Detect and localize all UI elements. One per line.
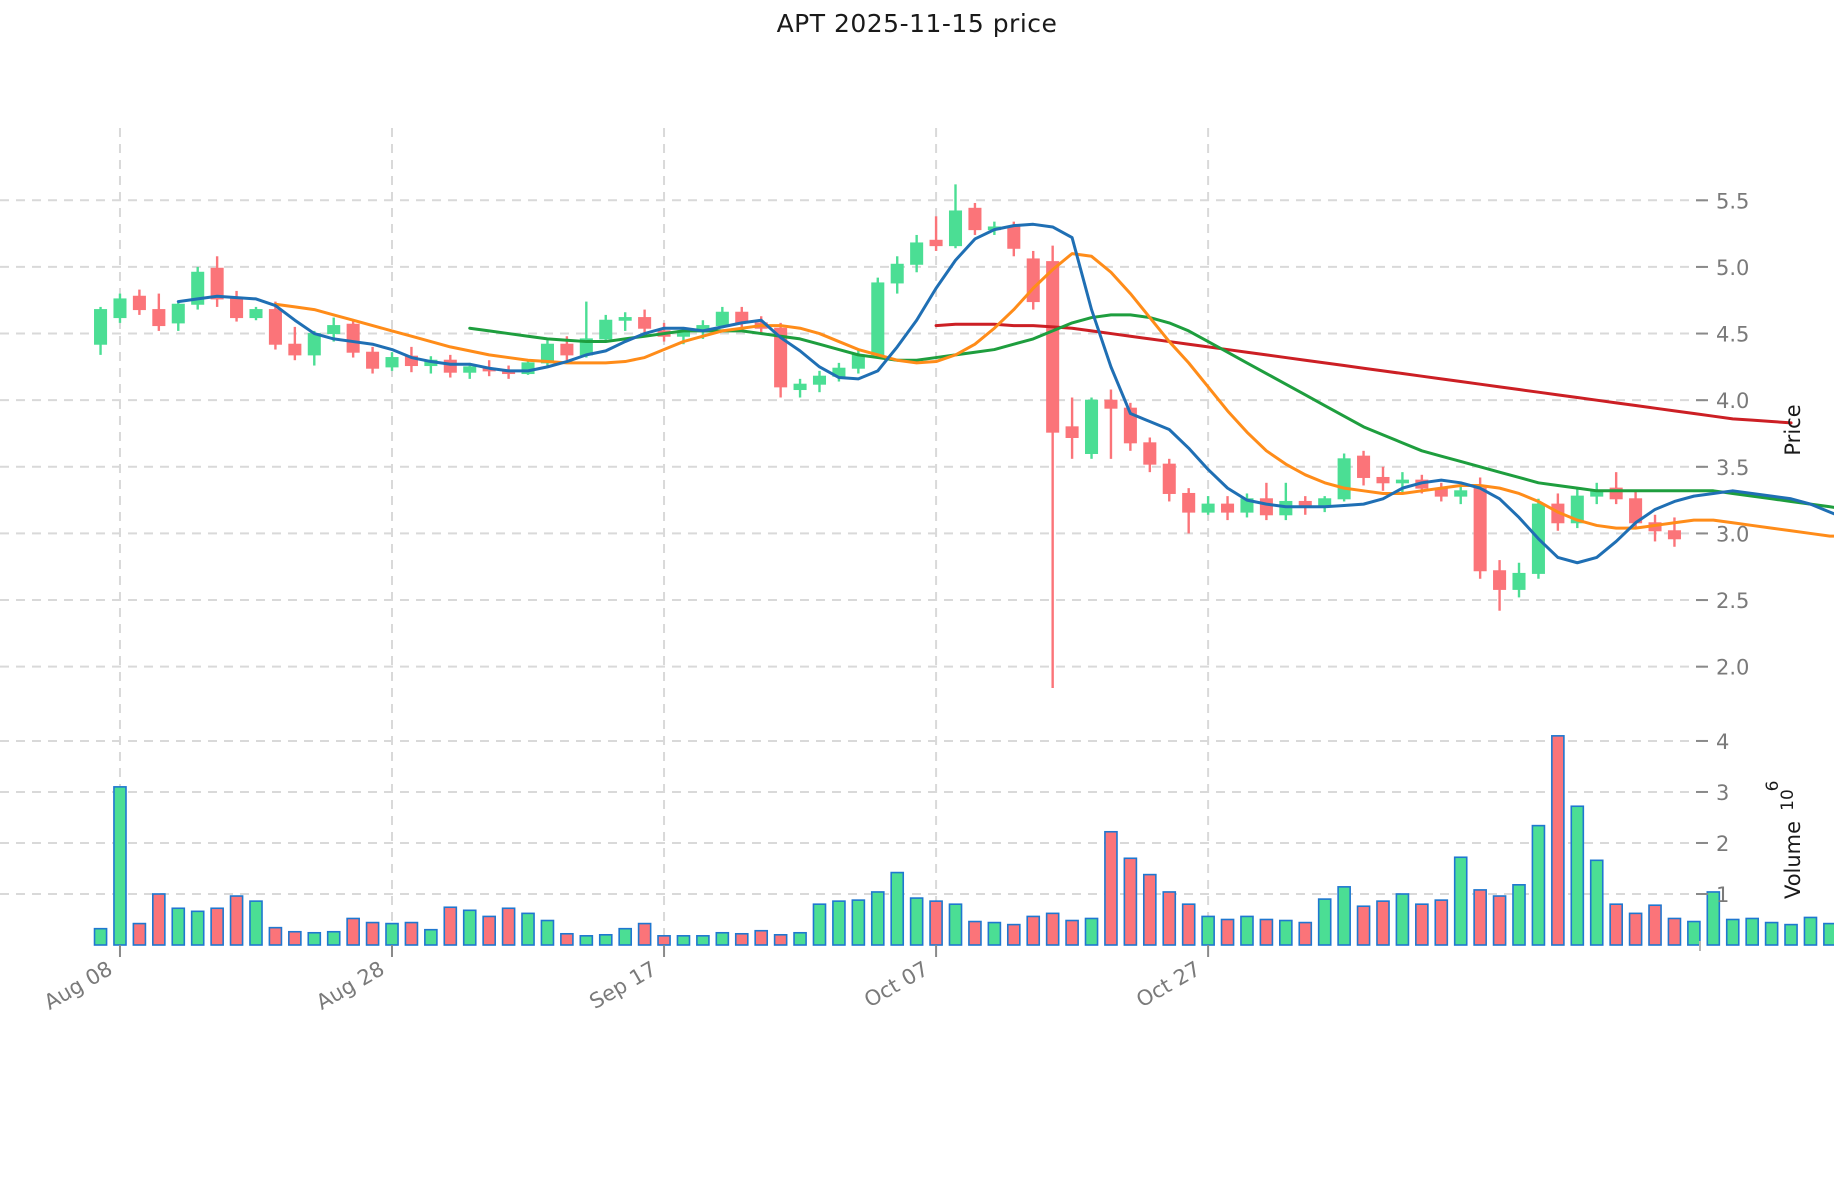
price-tick-label: 5.0: [1716, 256, 1749, 280]
price-tick-label: 2.5: [1716, 589, 1749, 613]
x-tick-label: Oct 27: [1132, 957, 1204, 1013]
page-title: APT 2025-11-15 price: [776, 9, 1058, 38]
volume-tick-label: 2: [1716, 832, 1729, 856]
price-tick-label: 4.0: [1716, 389, 1749, 413]
x-tick-label: Aug 28: [312, 957, 388, 1015]
volume-tick-label: 3: [1716, 781, 1729, 805]
volume-bars: [93, 735, 1834, 946]
price-tick-label: 3.5: [1716, 456, 1749, 480]
ma-line-10: [273, 252, 1834, 538]
price-axis-title: Price: [1781, 404, 1805, 455]
grid-layer: [0, 128, 1710, 945]
moving-average-lines: [176, 222, 1834, 565]
price-tick-label: 4.5: [1716, 323, 1749, 347]
volume-offset-exponent: 6: [1763, 781, 1783, 792]
volume-offset-label: 10: [1778, 789, 1798, 811]
price-tick-label: 5.5: [1716, 189, 1749, 213]
x-tick-label: Oct 07: [860, 957, 932, 1013]
x-tick-label: Sep 17: [585, 957, 660, 1014]
volume-tick-label: 4: [1716, 730, 1729, 754]
volume-axis-title: Volume: [1781, 821, 1805, 899]
ma-line-60: [934, 322, 1793, 425]
ma-line-5: [176, 222, 1834, 565]
price-tick-label: 2.0: [1716, 656, 1749, 680]
price-tick-label: 3.0: [1716, 522, 1749, 546]
volume-tick-label: 1: [1716, 883, 1729, 907]
x-tick-label: Aug 08: [40, 957, 116, 1015]
candlesticks: [94, 184, 1681, 689]
